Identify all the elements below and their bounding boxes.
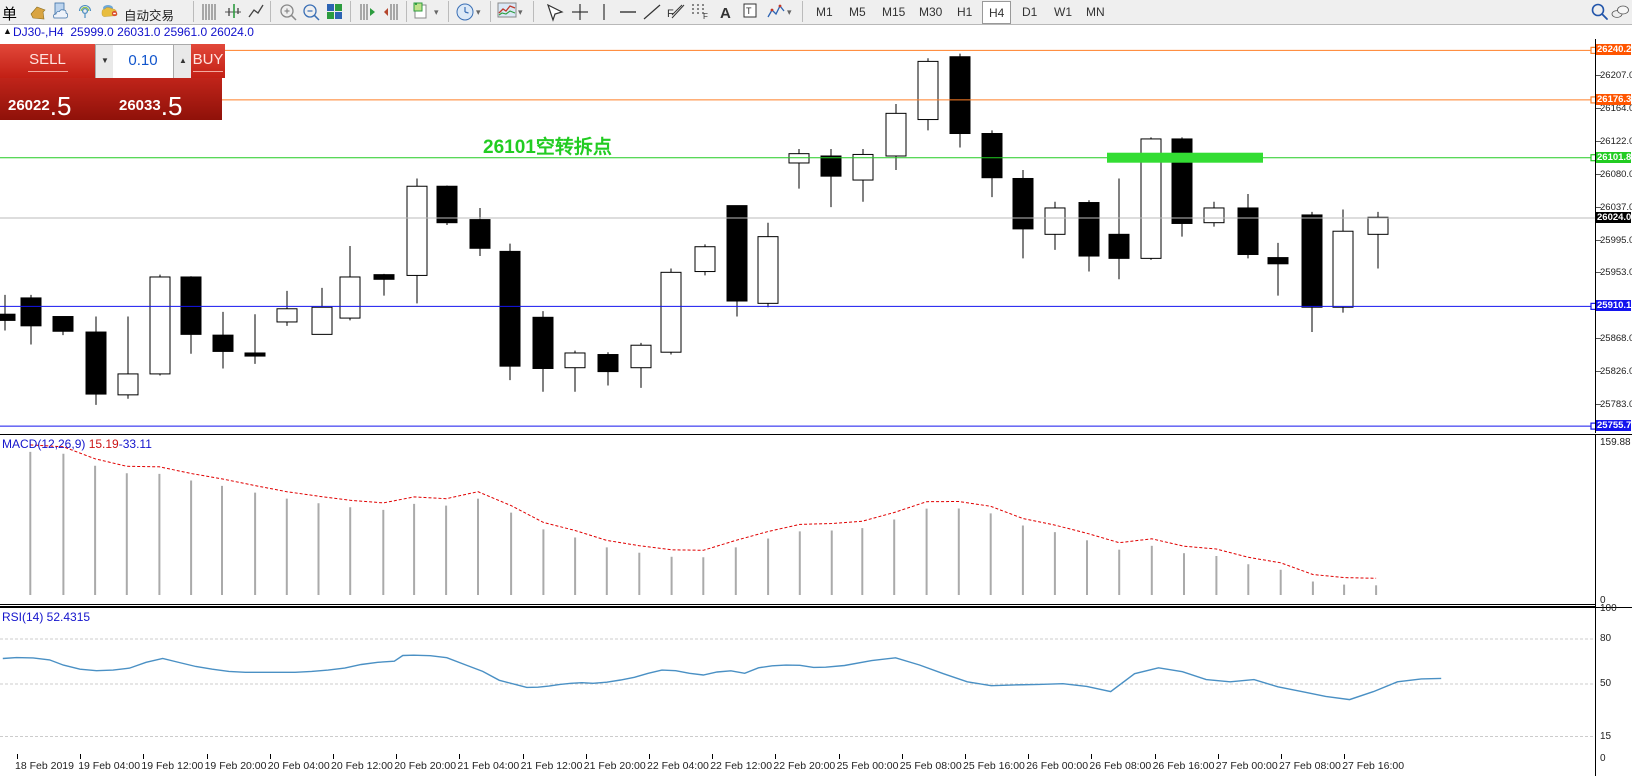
svg-text:F: F <box>703 12 708 21</box>
svg-text:T: T <box>746 6 752 16</box>
svg-text:26101空转拆点: 26101空转拆点 <box>483 135 612 158</box>
svg-text:A: A <box>720 5 731 22</box>
